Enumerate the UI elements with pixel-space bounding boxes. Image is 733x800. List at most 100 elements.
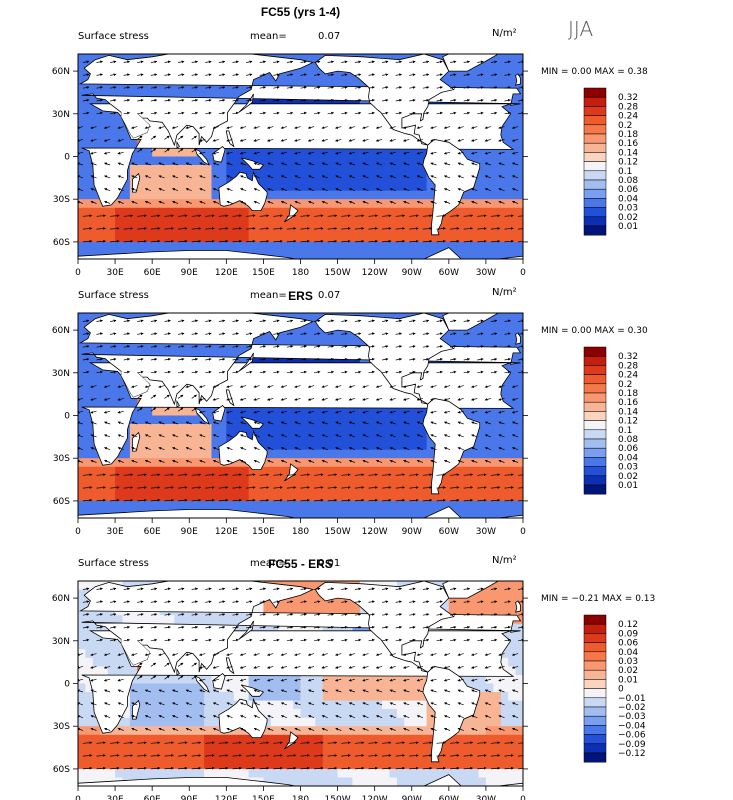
wind-arrow	[354, 73, 362, 77]
wind-arrow	[178, 60, 185, 64]
wind-arrow	[409, 332, 416, 336]
ocean-cell	[174, 241, 183, 251]
ocean-cell	[419, 432, 428, 442]
ocean-cell	[107, 389, 116, 399]
ocean-cell	[508, 130, 517, 140]
wind-arrow	[327, 332, 335, 336]
wind-arrow	[218, 332, 226, 336]
ocean-cell	[330, 675, 339, 685]
wind-arrow	[246, 345, 253, 348]
wind-arrow	[450, 345, 457, 348]
wind-arrow	[164, 319, 171, 323]
wind-arrow	[164, 332, 171, 336]
ocean-cell	[122, 492, 131, 502]
wind-arrow	[150, 148, 157, 153]
ocean-cell	[359, 190, 368, 200]
wind-arrow	[96, 214, 106, 218]
ocean-cell	[485, 449, 494, 459]
ocean-cell	[115, 458, 124, 468]
ocean-cell	[411, 190, 420, 200]
wind-arrow	[409, 239, 419, 243]
ocean-cell	[85, 364, 94, 374]
ocean-cell	[471, 598, 480, 608]
ocean-cell	[300, 683, 309, 693]
ocean-cell	[278, 692, 287, 702]
wind-arrow	[409, 345, 416, 348]
ocean-cell	[285, 407, 294, 417]
ocean-cell	[248, 500, 257, 510]
ocean-cell	[463, 224, 472, 234]
ocean-cell	[300, 492, 309, 502]
ocean-cell	[367, 216, 376, 226]
ocean-cell	[226, 347, 235, 357]
ocean-cell	[478, 233, 487, 243]
ocean-cell	[78, 250, 86, 259]
ocean-cell	[196, 199, 205, 209]
ocean-cell	[478, 165, 487, 175]
ocean-cell	[471, 466, 480, 476]
ocean-cell	[515, 709, 523, 719]
ocean-cell	[515, 449, 523, 459]
wind-arrow	[490, 227, 501, 230]
ocean-cell	[85, 441, 94, 451]
ocean-cell	[367, 458, 376, 468]
ocean-cell	[263, 675, 272, 685]
ocean-cell	[396, 683, 405, 693]
ocean-cell	[396, 509, 405, 518]
colorbar-swatch	[583, 484, 607, 495]
ocean-cell	[144, 173, 153, 183]
ocean-cell	[107, 666, 116, 676]
ocean-cell	[107, 657, 116, 667]
ocean-cell	[471, 250, 480, 259]
ocean-cell	[278, 441, 287, 451]
ocean-cell	[167, 492, 175, 502]
wind-arrow	[103, 151, 111, 155]
ocean-cell	[493, 492, 502, 502]
wind-arrow	[327, 319, 335, 323]
ocean-cell	[426, 475, 435, 485]
ocean-cell	[330, 500, 339, 510]
wind-arrow	[212, 188, 220, 192]
wind-arrow	[477, 111, 484, 115]
wind-arrow	[273, 214, 283, 218]
wind-arrow	[137, 111, 144, 115]
colorbar: 0.320.280.240.20.180.160.140.120.10.080.…	[583, 87, 638, 236]
ocean-cell	[248, 475, 257, 485]
ocean-cell	[359, 199, 368, 209]
wind-arrow	[443, 139, 451, 142]
ocean-cell	[515, 54, 523, 64]
wind-arrow	[341, 357, 348, 361]
ocean-cell	[233, 492, 242, 502]
ocean-cell	[485, 182, 494, 192]
ocean-cell	[515, 130, 523, 140]
wind-arrow	[490, 239, 501, 243]
ocean-cell	[315, 313, 324, 323]
ocean-cell	[196, 173, 205, 183]
ocean-cell	[508, 241, 517, 251]
ocean-cell	[515, 122, 523, 132]
wind-arrow	[267, 162, 274, 166]
wind-arrow	[300, 86, 307, 89]
ocean-cell	[300, 675, 309, 685]
ocean-cell	[493, 321, 502, 331]
ocean-cell	[389, 250, 398, 259]
ocean-cell	[167, 432, 175, 442]
ocean-cell	[92, 105, 101, 115]
ocean-cell	[263, 216, 272, 226]
wind-arrow	[280, 126, 287, 129]
wind-arrow	[389, 151, 396, 155]
ocean-cell	[493, 458, 502, 468]
wind-arrow	[110, 357, 117, 361]
wind-arrow	[259, 111, 267, 115]
ocean-cell	[337, 165, 346, 175]
colorbar-swatch	[583, 392, 607, 403]
ocean-cell	[85, 466, 94, 476]
wind-arrow	[511, 126, 519, 129]
ocean-cell	[85, 199, 94, 209]
wind-arrow	[300, 227, 310, 230]
ocean-cell	[389, 207, 398, 217]
ocean-cell	[330, 241, 339, 251]
wind-arrow	[457, 162, 464, 166]
wind-arrow	[123, 332, 131, 336]
wind-arrow	[240, 200, 247, 204]
